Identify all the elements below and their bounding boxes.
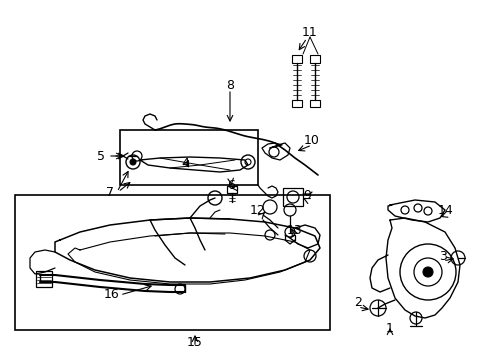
Bar	[309, 55, 319, 63]
Text: 2: 2	[353, 296, 361, 309]
Text: 12: 12	[250, 203, 265, 216]
Text: 13: 13	[286, 224, 302, 237]
Text: 11: 11	[302, 26, 317, 39]
Circle shape	[130, 159, 136, 165]
Text: 15: 15	[187, 336, 203, 348]
Text: 10: 10	[304, 134, 319, 147]
Bar	[291, 100, 302, 107]
Bar	[36, 271, 52, 287]
Text: 16: 16	[104, 288, 120, 302]
Text: 8: 8	[225, 78, 234, 91]
Text: 5: 5	[97, 149, 105, 162]
Text: 9: 9	[303, 189, 310, 202]
Text: 3: 3	[438, 249, 446, 262]
Bar	[15, 195, 329, 330]
Circle shape	[422, 267, 432, 277]
Text: 14: 14	[437, 203, 453, 216]
Bar	[309, 100, 319, 107]
Text: 1: 1	[385, 321, 393, 334]
Text: 7: 7	[106, 185, 114, 198]
Bar	[291, 55, 302, 63]
Bar	[226, 186, 237, 193]
Text: 6: 6	[226, 179, 234, 192]
Text: 4: 4	[181, 157, 188, 170]
Bar	[283, 188, 303, 206]
Bar	[120, 130, 258, 185]
